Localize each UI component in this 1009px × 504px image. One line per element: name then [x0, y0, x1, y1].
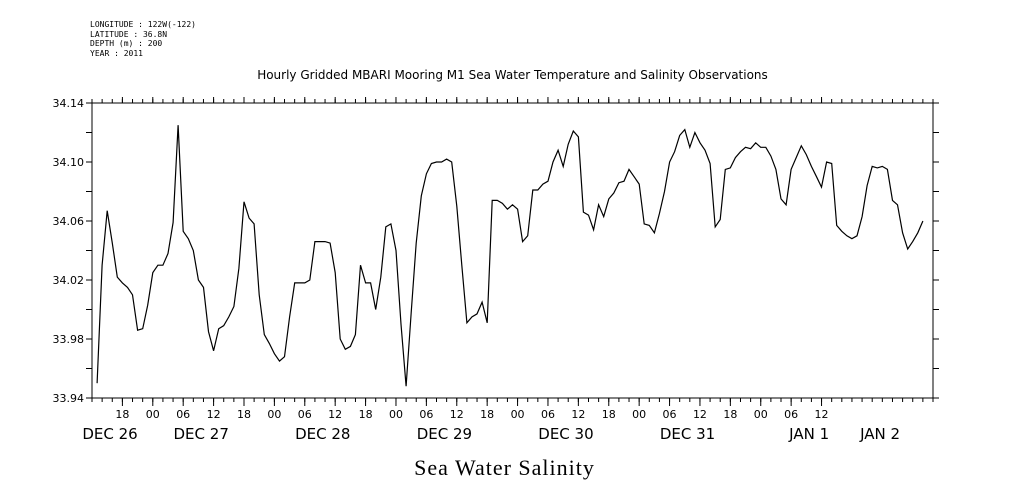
x-day-label: DEC 31: [660, 425, 715, 443]
x-hour-tick-label: 00: [754, 408, 768, 421]
x-day-label: JAN 1: [788, 425, 829, 443]
x-hour-tick-label: 00: [267, 408, 281, 421]
metadata-block: LONGITUDE : 122W(-122) LATITUDE : 36.8N …: [90, 20, 196, 58]
x-hour-tick-label: 00: [511, 408, 525, 421]
x-hour-tick-label: 00: [389, 408, 403, 421]
x-hour-tick-label: 12: [693, 408, 707, 421]
x-hour-tick-label: 12: [450, 408, 464, 421]
y-tick-label: 34.10: [53, 156, 85, 169]
y-tick-label: 33.98: [53, 333, 85, 346]
x-hour-tick-label: 12: [815, 408, 829, 421]
x-hour-tick-label: 06: [419, 408, 433, 421]
x-hour-tick-label: 12: [571, 408, 585, 421]
longitude-label: LONGITUDE : 122W(-122): [90, 20, 196, 29]
x-day-label: DEC 28: [295, 425, 350, 443]
x-hour-tick-label: 00: [146, 408, 160, 421]
x-hour-tick-label: 18: [723, 408, 737, 421]
salinity-series-line: [96, 125, 924, 387]
x-day-label: DEC 26: [82, 425, 137, 443]
x-hour-tick-label: 18: [359, 408, 373, 421]
axis-labels-layer: 18 00 06 12 18 00 06 12 18 00 06 12 18 00 06 12 18 00 06 12…: [53, 97, 901, 443]
x-hour-tick-label: 06: [298, 408, 312, 421]
x-hour-tick-label: 12: [207, 408, 221, 421]
latitude-label: LATITUDE : 36.8N: [90, 29, 168, 39]
y-tick-label: 34.02: [53, 274, 85, 287]
x-hour-tick-label: 18: [115, 408, 129, 421]
y-tick-label: 34.06: [53, 215, 85, 228]
x-day-label: DEC 29: [417, 425, 472, 443]
y-tick-label: 33.94: [53, 392, 85, 405]
x-hour-tick-label: 00: [632, 408, 646, 421]
ticks-layer: [86, 97, 939, 406]
bottom-variable-label: Sea Water Salinity: [414, 455, 595, 480]
x-hour-tick-label: 18: [237, 408, 251, 421]
x-hour-tick-label: 12: [328, 408, 342, 421]
x-day-label: DEC 30: [538, 425, 593, 443]
x-hour-tick-label: 06: [784, 408, 798, 421]
x-day-label: JAN 2: [859, 425, 900, 443]
x-hour-tick-label: 06: [176, 408, 190, 421]
plot-frame: [91, 102, 934, 399]
x-hour-tick-label: 06: [663, 408, 677, 421]
x-day-label: DEC 27: [174, 425, 229, 443]
y-tick-label: 34.14: [53, 97, 85, 110]
x-hour-tick-label: 18: [480, 408, 494, 421]
year-label: YEAR : 2011: [90, 48, 143, 58]
x-hour-tick-label: 06: [541, 408, 555, 421]
x-hour-tick-label: 18: [602, 408, 616, 421]
chart-title: Hourly Gridded MBARI Mooring M1 Sea Wate…: [257, 68, 768, 82]
depth-label: DEPTH (m) : 200: [90, 39, 163, 48]
